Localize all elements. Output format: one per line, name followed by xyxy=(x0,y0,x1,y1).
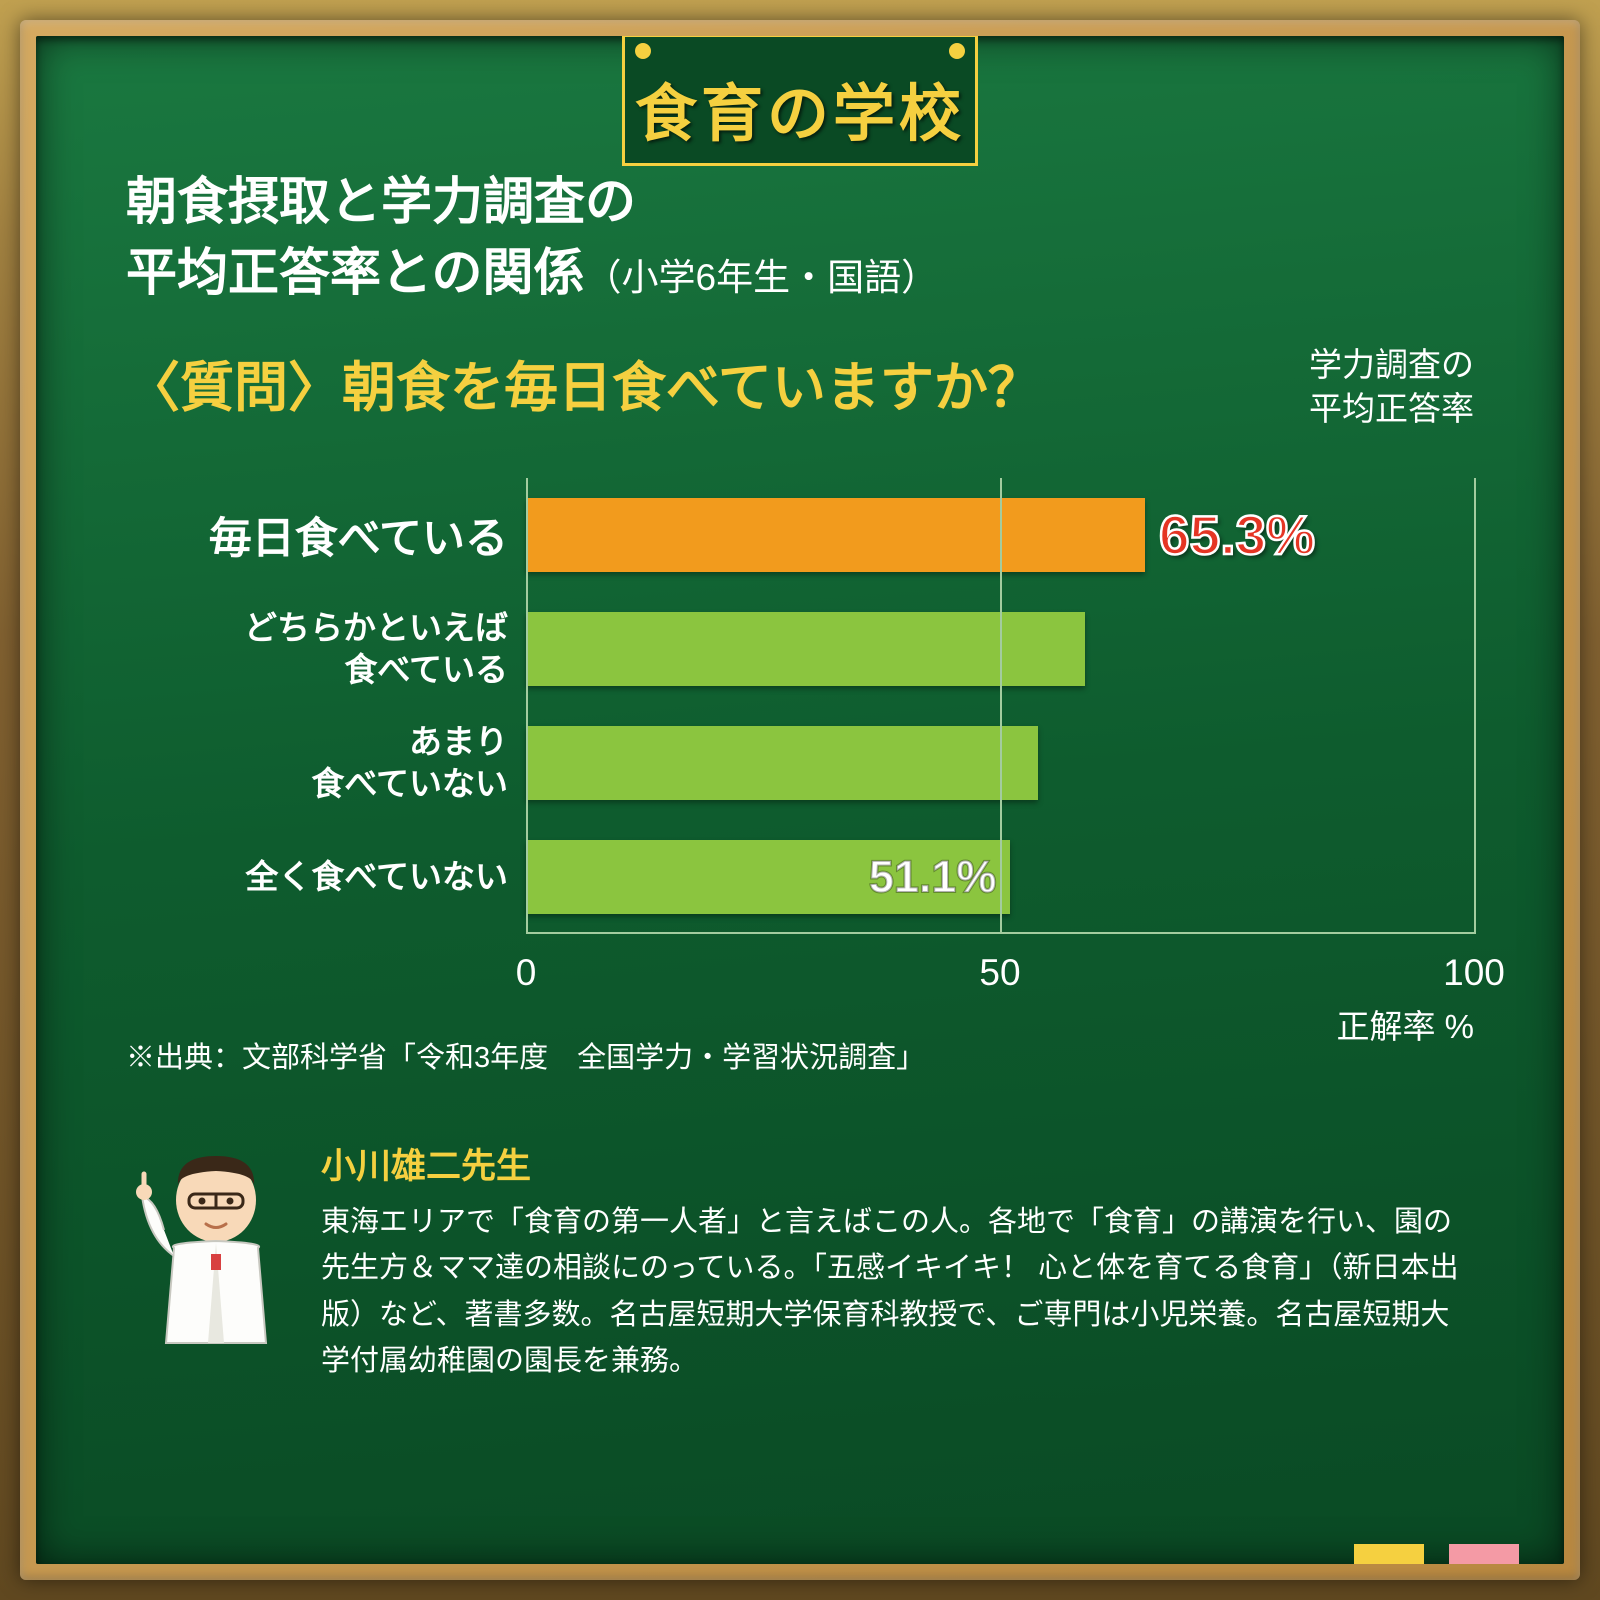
question-row: 〈質問〉朝食を毎日食べていますか？ 学力調査の 平均正答率 xyxy=(126,343,1474,432)
decor-dot xyxy=(635,43,651,59)
author-bio: 小川雄二先生 東海エリアで「食育の第一人者」と言えばこの人。各地で「食育」の講演… xyxy=(126,1138,1474,1385)
content-area: 朝食摂取と学力調査の 平均正答率との関係（小学6年生・国語） 〈質問〉朝食を毎日… xyxy=(36,36,1564,1424)
subtitle-line1: 朝食摂取と学力調査の xyxy=(126,166,1474,237)
subtitle: 朝食摂取と学力調査の 平均正答率との関係（小学6年生・国語） xyxy=(126,166,1474,309)
bar: 51.1% xyxy=(526,840,1010,914)
author-bio-text: 小川雄二先生 東海エリアで「食育の第一人者」と言えばこの人。各地で「食育」の講演… xyxy=(321,1138,1474,1385)
chalkboard: 食育の学校 朝食摂取と学力調査の 平均正答率との関係（小学6年生・国語） 〈質問… xyxy=(36,36,1564,1564)
grid-line xyxy=(1000,478,1002,934)
tab-pink xyxy=(1449,1544,1519,1564)
board-frame: 食育の学校 朝食摂取と学力調査の 平均正答率との関係（小学6年生・国語） 〈質問… xyxy=(20,20,1580,1580)
bar-label: あまり食べていない xyxy=(126,706,526,820)
bar-value: 65.3% xyxy=(1159,503,1315,567)
source-citation: ※出典：文部科学省「令和3年度 全国学力・学習状況調査」 xyxy=(126,1034,1474,1076)
x-axis-label: 正解率 % xyxy=(1336,1000,1474,1048)
decor-dot xyxy=(949,43,965,59)
bar-label: どちらかといえば食べている xyxy=(126,592,526,706)
bar-label: 全く食べていない xyxy=(126,820,526,934)
bar-label: 毎日食べている xyxy=(126,478,526,592)
author-name: 小川雄二先生 xyxy=(321,1138,1474,1189)
bar-highlight: 65.3% xyxy=(526,498,1145,572)
x-tick: 100 xyxy=(1443,952,1505,994)
page-title: 食育の学校 xyxy=(635,63,965,153)
bottom-tabs xyxy=(1354,1544,1519,1564)
bar-value: 51.1% xyxy=(869,851,997,903)
legend: 学力調査の 平均正答率 xyxy=(1309,343,1474,432)
tab-yellow xyxy=(1354,1544,1424,1564)
x-tick: 0 xyxy=(516,952,537,994)
question-text: 〈質問〉朝食を毎日食べていますか？ xyxy=(126,343,1042,422)
header-plaque: 食育の学校 xyxy=(622,36,978,166)
x-axis-ticks: 正解率 % 050100 xyxy=(526,952,1474,1012)
grid-line xyxy=(526,478,528,934)
chart-plot: 65.3% 51.1% xyxy=(526,478,1474,934)
x-tick: 50 xyxy=(979,952,1020,994)
grid-line xyxy=(1474,478,1476,934)
subtitle-line2: 平均正答率との関係（小学6年生・国語） xyxy=(126,237,1474,308)
bar-chart: 毎日食べているどちらかといえば食べているあまり食べていない全く食べていない 65… xyxy=(126,478,1474,934)
bar xyxy=(526,726,1038,800)
author-avatar xyxy=(126,1138,301,1348)
author-description: 東海エリアで「食育の第一人者」と言えばこの人。各地で「食育」の講演を行い、園の先… xyxy=(321,1199,1474,1385)
chart-labels: 毎日食べているどちらかといえば食べているあまり食べていない全く食べていない xyxy=(126,478,526,934)
